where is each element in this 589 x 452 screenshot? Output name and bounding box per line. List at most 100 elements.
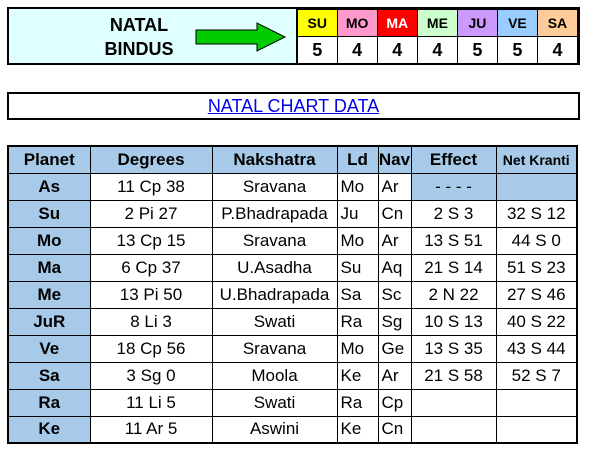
net-kranti-cell: 52 S 7 — [495, 361, 578, 390]
effect-cell: 2 S 3 — [410, 199, 497, 228]
effect-cell: 10 S 13 — [410, 307, 497, 336]
table-row: Me 13 Pi 50 U.Bhadrapada Sa Sc 2 N 22 27 S 46 — [7, 280, 578, 309]
navamsa-cell: Ar — [377, 226, 412, 255]
table-row: Ma 6 Cp 37 U.Asadha Su Aq 21 S 14 51 S 23 — [7, 253, 578, 282]
degrees-cell: 8 Li 3 — [89, 307, 213, 336]
table-row: Su 2 Pi 27 P.Bhadrapada Ju Cn 2 S 3 32 S 12 — [7, 199, 578, 228]
header-planet: Planet — [7, 145, 91, 174]
navamsa-cell: Ar — [377, 361, 412, 390]
navamsa-cell: Sc — [377, 280, 412, 309]
lord-cell: Ke — [336, 415, 379, 444]
net-kranti-cell: 51 S 23 — [495, 253, 578, 282]
nakshatra-cell: U.Asadha — [211, 253, 338, 282]
planet-cell: As — [7, 172, 91, 201]
degrees-cell: 11 Ar 5 — [89, 415, 213, 444]
natal-bindus-label: NATAL BINDUS — [89, 13, 189, 61]
nakshatra-cell: U.Bhadrapada — [211, 280, 338, 309]
lord-cell: Mo — [336, 172, 379, 201]
planet-cell: Ma — [7, 253, 91, 282]
degrees-cell: 3 Sg 0 — [89, 361, 213, 390]
bindus-value-me: 4 — [416, 36, 458, 64]
bindus-value-ve: 5 — [496, 36, 538, 64]
effect-cell: 21 S 58 — [410, 361, 497, 390]
nakshatra-cell: P.Bhadrapada — [211, 199, 338, 228]
table-row: Ke 11 Ar 5 Aswini Ke Cn — [7, 415, 578, 444]
nakshatra-cell: Sravana — [211, 226, 338, 255]
table-row: JuR 8 Li 3 Swati Ra Sg 10 S 13 40 S 22 — [7, 307, 578, 336]
lord-cell: Ju — [336, 199, 379, 228]
degrees-cell: 18 Cp 56 — [89, 334, 213, 363]
table-row: Ve 18 Cp 56 Sravana Mo Ge 13 S 35 43 S 44 — [7, 334, 578, 363]
degrees-cell: 13 Cp 15 — [89, 226, 213, 255]
right-arrow-icon — [195, 22, 287, 52]
net-kranti-cell: 44 S 0 — [495, 226, 578, 255]
header-degrees: Degrees — [89, 145, 213, 174]
bindus-planet-row: SU MO MA ME JU VE SA — [295, 9, 579, 37]
lord-cell: Ke — [336, 361, 379, 390]
nakshatra-cell: Moola — [211, 361, 338, 390]
table-row: Ra 11 Li 5 Swati Ra Cp — [7, 388, 578, 417]
nakshatra-cell: Sravana — [211, 334, 338, 363]
table-row: Sa 3 Sg 0 Moola Ke Ar 21 S 58 52 S 7 — [7, 361, 578, 390]
navamsa-cell: Sg — [377, 307, 412, 336]
natal-bindus-label-line1: NATAL — [109, 15, 169, 35]
natal-chart-data-link[interactable]: NATAL CHART DATA — [207, 96, 380, 116]
lord-cell: Sa — [336, 280, 379, 309]
planet-cell: Ve — [7, 334, 91, 363]
lord-cell: Su — [336, 253, 379, 282]
natal-bindus-label-line2: BINDUS — [104, 39, 174, 59]
navamsa-cell: Cp — [377, 388, 412, 417]
header-nakshatra: Nakshatra — [211, 145, 338, 174]
net-kranti-cell: 27 S 46 — [495, 280, 578, 309]
planet-cell: JuR — [7, 307, 91, 336]
degrees-cell: 11 Li 5 — [89, 388, 213, 417]
planet-cell: Me — [7, 280, 91, 309]
planet-cell: Mo — [7, 226, 91, 255]
lord-cell: Ra — [336, 388, 379, 417]
bindus-planet-su: SU — [295, 9, 338, 37]
effect-cell: 13 S 51 — [410, 226, 497, 255]
navamsa-cell: Ge — [377, 334, 412, 363]
planet-cell: Sa — [7, 361, 91, 390]
natal-chart-table: Planet Degrees Nakshatra Ld Nav Effect Net Kra… — [7, 145, 578, 444]
net-kranti-cell: 40 S 22 — [495, 307, 578, 336]
header-ld: Ld — [336, 145, 379, 174]
navamsa-cell: Aq — [377, 253, 412, 282]
effect-cell: 2 N 22 — [410, 280, 497, 309]
table-header-row: Planet Degrees Nakshatra Ld Nav Effect Net Kra… — [7, 145, 578, 174]
lord-cell: Mo — [336, 334, 379, 363]
net-kranti-cell: 32 S 12 — [495, 199, 578, 228]
planet-cell: Ke — [7, 415, 91, 444]
net-kranti-cell — [495, 172, 578, 201]
degrees-cell: 2 Pi 27 — [89, 199, 213, 228]
chart-title-box: NATAL CHART DATA — [7, 92, 580, 120]
net-kranti-cell — [495, 415, 578, 444]
bindus-value-mo: 4 — [336, 36, 378, 64]
header-effect: Effect — [410, 145, 497, 174]
bindus-value-su: 5 — [295, 36, 338, 64]
bindus-value-ju: 5 — [456, 36, 498, 64]
bindus-planet-sa: SA — [536, 9, 579, 37]
effect-cell — [410, 415, 497, 444]
nakshatra-cell: Swati — [211, 307, 338, 336]
bindus-planet-ve: VE — [496, 9, 538, 37]
nakshatra-cell: Swati — [211, 388, 338, 417]
net-kranti-cell: 43 S 44 — [495, 334, 578, 363]
table-row: Mo 13 Cp 15 Sravana Mo Ar 13 S 51 44 S 0 — [7, 226, 578, 255]
degrees-cell: 11 Cp 38 — [89, 172, 213, 201]
degrees-cell: 13 Pi 50 — [89, 280, 213, 309]
bindus-planet-me: ME — [416, 9, 458, 37]
effect-cell — [410, 388, 497, 417]
bindus-planet-mo: MO — [336, 9, 378, 37]
degrees-cell: 6 Cp 37 — [89, 253, 213, 282]
effect-cell: 13 S 35 — [410, 334, 497, 363]
effect-cell: - - - - — [410, 172, 497, 201]
planet-cell: Su — [7, 199, 91, 228]
header-net-kranti: Net Kranti — [495, 145, 578, 174]
bindus-value-sa: 4 — [536, 36, 579, 64]
bindus-planet-ju: JU — [456, 9, 498, 37]
bindus-value-ma: 4 — [376, 36, 418, 64]
